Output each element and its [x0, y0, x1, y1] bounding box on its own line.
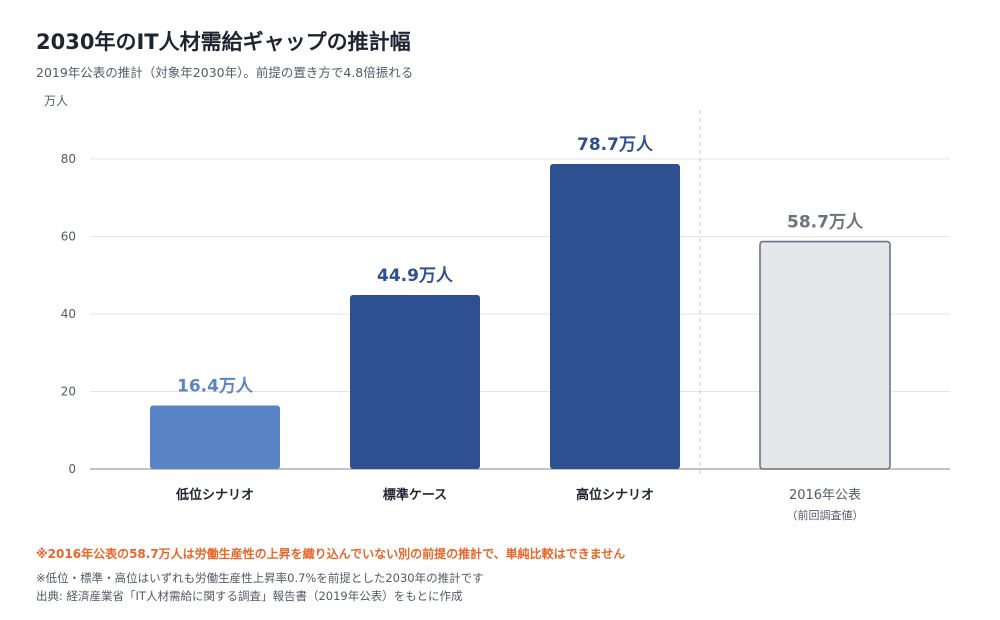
bar-standard-case — [350, 295, 480, 469]
bar-low-scenario — [150, 405, 280, 469]
comparison-warning-note: ※2016年公表の58.7万人は労働生産性の上昇を織り込んでいない別の前提の推計… — [36, 547, 626, 561]
y-tick-label: 60 — [61, 230, 76, 244]
x-category-sublabel: （前回調査値） — [787, 508, 864, 522]
chart-title: 2030年のIT人材需給ギャップの推計幅 — [36, 30, 411, 54]
bar-2016-estimate — [759, 240, 891, 470]
y-tick-label: 0 — [68, 462, 76, 476]
bar-value-label: 78.7万人 — [577, 135, 654, 155]
bar-value-label: 16.4万人 — [177, 376, 254, 396]
x-category-label: 高位シナリオ — [576, 487, 654, 503]
y-tick-label: 40 — [61, 307, 76, 321]
assumption-note: ※低位・標準・高位はいずれも労働生産性上昇率0.7%を前提とした2030年の推計… — [36, 571, 484, 585]
source-note: 出典: 経済産業省「IT人材需給に関する調査」報告書（2019年公表）をもとに作… — [36, 589, 463, 603]
x-category-label: 標準ケース — [383, 487, 447, 503]
x-category-label: 低位シナリオ — [175, 487, 254, 503]
bar-value-label: 58.7万人 — [787, 213, 864, 233]
bar-value-label: 44.9万人 — [377, 266, 454, 286]
y-tick-label: 20 — [61, 385, 76, 399]
bar-high-scenario — [550, 164, 680, 469]
y-tick-label: 80 — [61, 152, 76, 166]
chart-subtitle: 2019年公表の推計（対象年2030年）。前提の置き方で4.8倍振れる — [36, 65, 414, 80]
y-axis-unit-label: 万人 — [44, 94, 68, 108]
x-category-label: 2016年公表 — [789, 488, 861, 503]
